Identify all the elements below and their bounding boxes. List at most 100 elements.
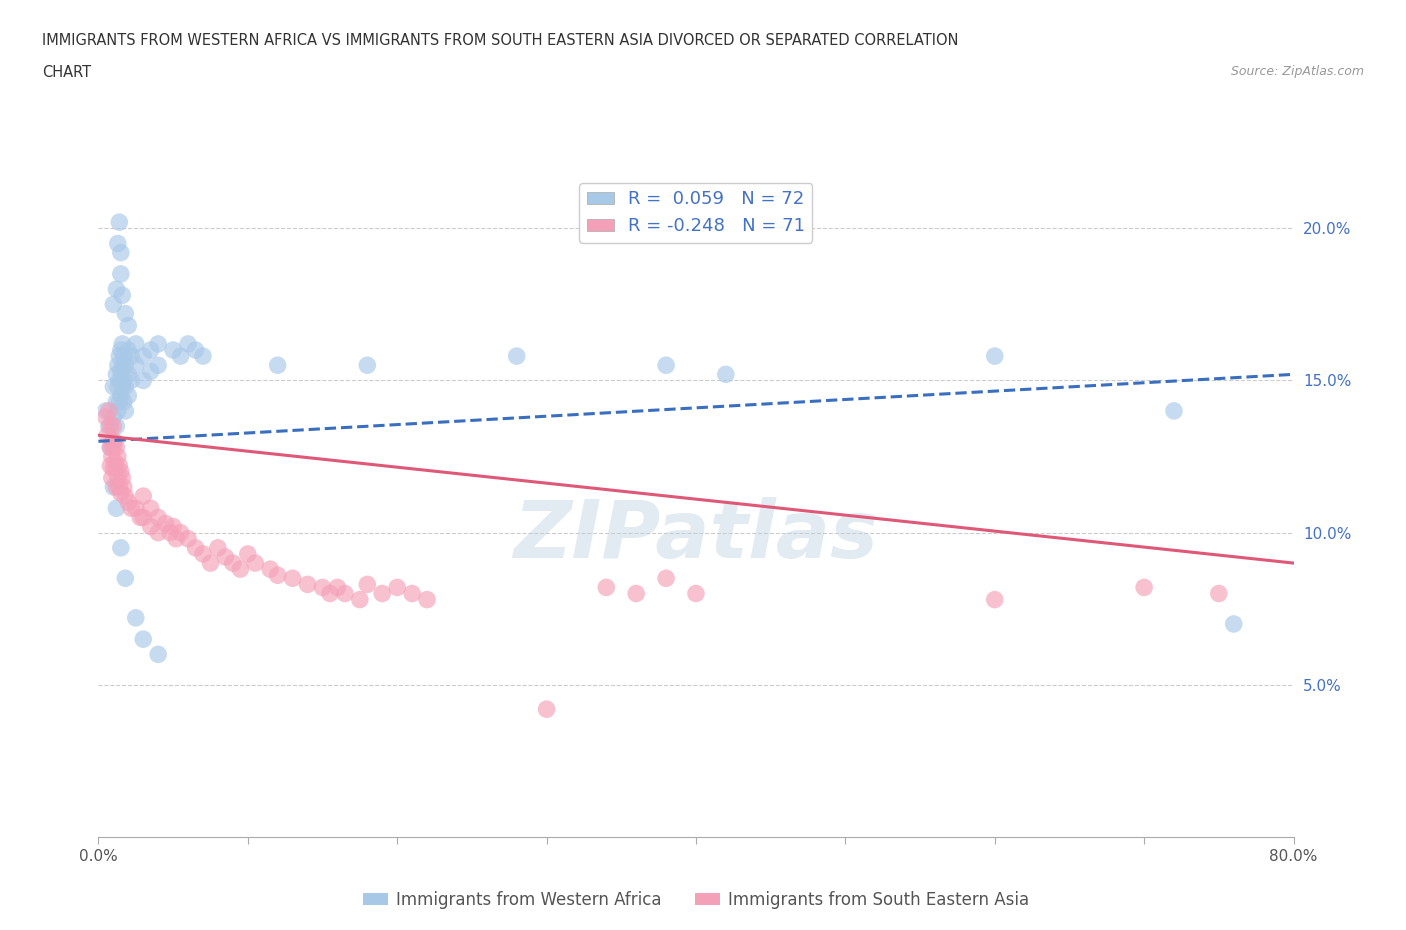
Point bbox=[200, 555, 222, 570]
Point bbox=[984, 349, 1007, 364]
Point bbox=[112, 480, 135, 495]
Point bbox=[259, 562, 281, 577]
Point bbox=[132, 488, 155, 503]
Point bbox=[105, 282, 128, 297]
Point bbox=[108, 480, 131, 495]
Point bbox=[177, 531, 200, 546]
Point bbox=[267, 568, 290, 583]
Point bbox=[125, 610, 148, 625]
Point bbox=[103, 297, 125, 312]
Point bbox=[356, 577, 378, 591]
Point bbox=[129, 510, 152, 525]
Point bbox=[101, 434, 124, 449]
Point bbox=[184, 342, 207, 357]
Point bbox=[222, 555, 245, 570]
Point bbox=[416, 592, 439, 607]
Point bbox=[110, 485, 132, 500]
Text: ZIPatlas: ZIPatlas bbox=[513, 497, 879, 575]
Point bbox=[94, 409, 117, 424]
Point bbox=[104, 455, 127, 470]
Point bbox=[1163, 404, 1185, 418]
Point bbox=[100, 440, 122, 455]
Point bbox=[536, 702, 558, 717]
Point bbox=[110, 342, 132, 357]
Point bbox=[105, 461, 128, 476]
Point bbox=[245, 555, 267, 570]
Point bbox=[110, 388, 132, 403]
Point bbox=[626, 586, 648, 601]
Point bbox=[333, 586, 356, 601]
Point bbox=[101, 471, 124, 485]
Point bbox=[125, 501, 148, 516]
Point bbox=[100, 440, 122, 455]
Point bbox=[111, 287, 134, 302]
Point bbox=[111, 471, 134, 485]
Point bbox=[103, 409, 125, 424]
Legend: Immigrants from Western Africa, Immigrants from South Eastern Asia: Immigrants from Western Africa, Immigran… bbox=[356, 884, 1036, 916]
Point bbox=[104, 434, 127, 449]
Point bbox=[1223, 617, 1246, 631]
Point bbox=[117, 318, 139, 333]
Point bbox=[1208, 586, 1230, 601]
Point bbox=[984, 592, 1007, 607]
Point bbox=[319, 586, 342, 601]
Point bbox=[685, 586, 707, 601]
Point bbox=[132, 349, 155, 364]
Point bbox=[125, 337, 148, 352]
Point bbox=[108, 394, 131, 409]
Point bbox=[165, 531, 187, 546]
Point bbox=[326, 580, 349, 595]
Point bbox=[401, 586, 423, 601]
Text: IMMIGRANTS FROM WESTERN AFRICA VS IMMIGRANTS FROM SOUTH EASTERN ASIA DIVORCED OR: IMMIGRANTS FROM WESTERN AFRICA VS IMMIGR… bbox=[42, 33, 959, 47]
Point bbox=[105, 367, 128, 382]
Point bbox=[714, 367, 737, 382]
Point bbox=[117, 367, 139, 382]
Point bbox=[148, 647, 170, 662]
Point bbox=[105, 418, 128, 433]
Point bbox=[114, 358, 136, 373]
Point bbox=[159, 525, 181, 540]
Point bbox=[112, 349, 135, 364]
Point bbox=[655, 571, 678, 586]
Point bbox=[108, 349, 131, 364]
Point bbox=[107, 404, 129, 418]
Point bbox=[120, 501, 142, 516]
Point bbox=[117, 342, 139, 357]
Point bbox=[385, 580, 409, 595]
Point bbox=[94, 404, 117, 418]
Point bbox=[139, 519, 162, 534]
Point bbox=[281, 571, 304, 586]
Point bbox=[100, 418, 122, 433]
Point bbox=[595, 580, 617, 595]
Point bbox=[655, 358, 678, 373]
Point bbox=[162, 342, 184, 357]
Point bbox=[110, 464, 132, 479]
Point bbox=[214, 550, 236, 565]
Point bbox=[120, 373, 142, 388]
Point bbox=[110, 246, 132, 260]
Point bbox=[101, 449, 124, 464]
Point bbox=[108, 215, 131, 230]
Point bbox=[108, 458, 131, 473]
Point bbox=[132, 631, 155, 646]
Point bbox=[114, 571, 136, 586]
Point bbox=[103, 480, 125, 495]
Point bbox=[1133, 580, 1156, 595]
Point bbox=[148, 337, 170, 352]
Point bbox=[139, 364, 162, 379]
Point bbox=[169, 525, 191, 540]
Point bbox=[148, 525, 170, 540]
Point bbox=[371, 586, 394, 601]
Point bbox=[311, 580, 333, 595]
Point bbox=[112, 373, 135, 388]
Point bbox=[169, 349, 191, 364]
Point bbox=[107, 358, 129, 373]
Point bbox=[105, 480, 128, 495]
Point bbox=[107, 236, 129, 251]
Point bbox=[111, 358, 134, 373]
Point bbox=[114, 379, 136, 394]
Point bbox=[103, 434, 125, 449]
Point bbox=[191, 349, 214, 364]
Point bbox=[111, 337, 134, 352]
Point bbox=[107, 449, 129, 464]
